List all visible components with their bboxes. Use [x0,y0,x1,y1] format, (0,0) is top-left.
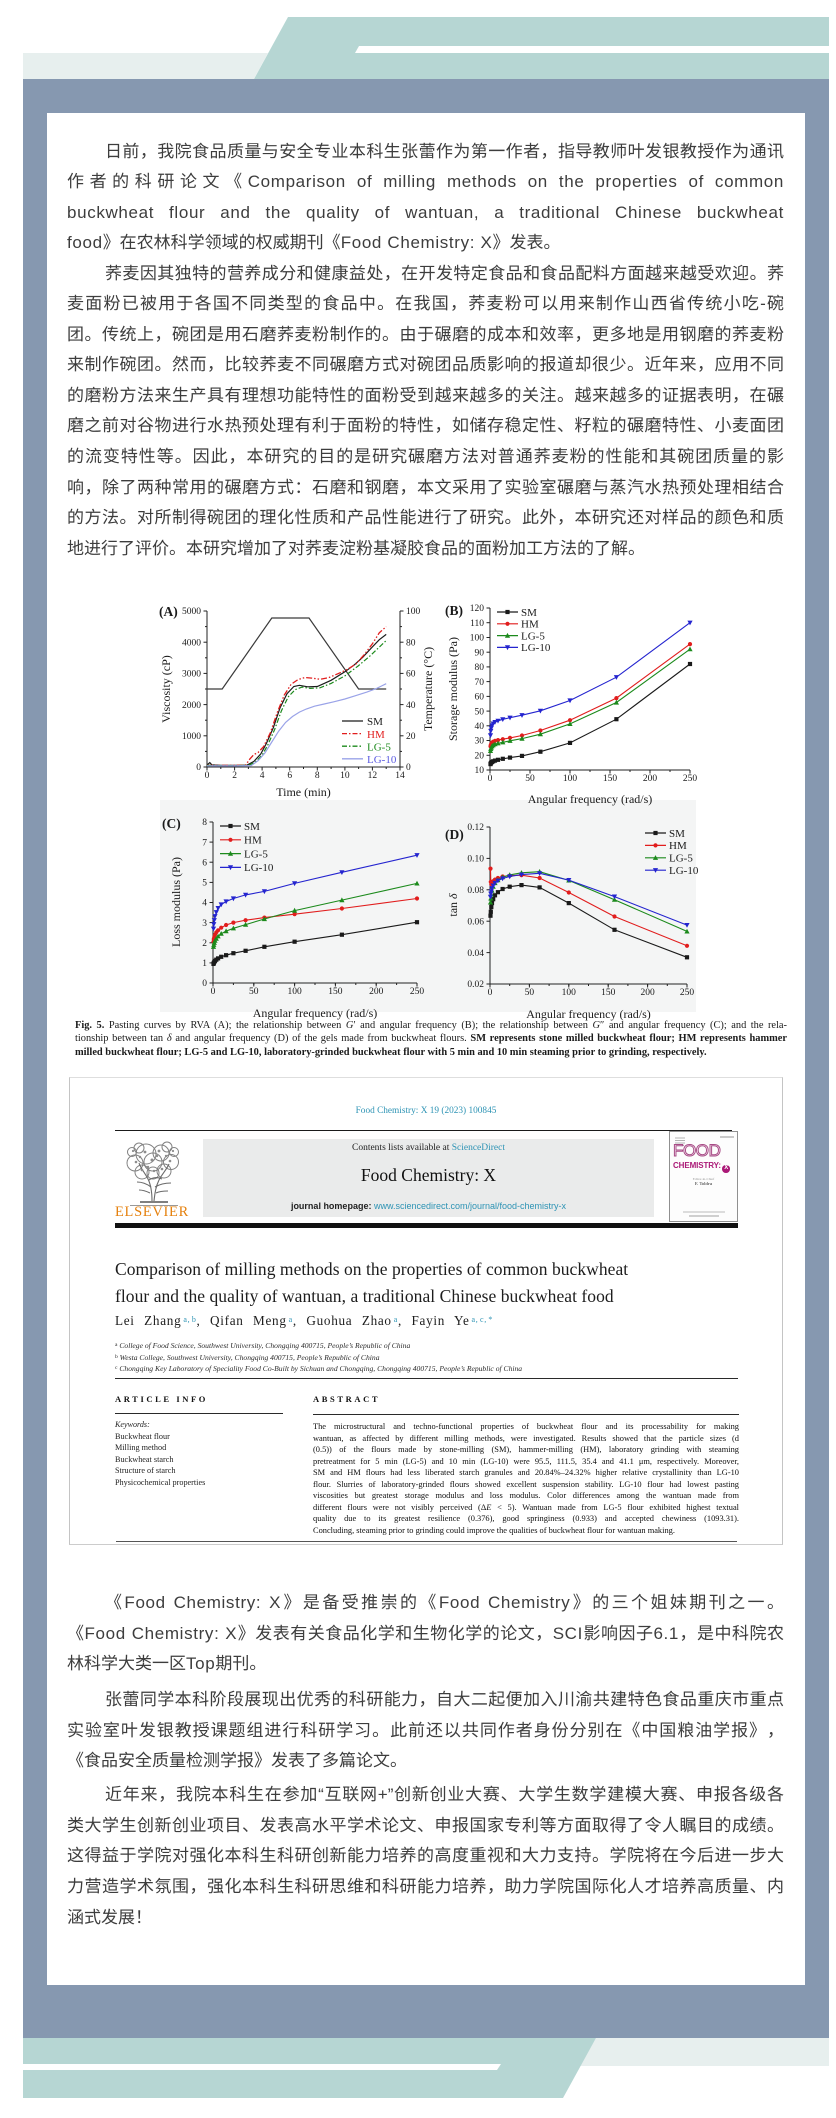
svg-text:LG-5: LG-5 [244,848,268,860]
svg-text:Angular frequency (rad/s): Angular frequency (rad/s) [528,792,653,806]
svg-text:200: 200 [640,988,655,998]
svg-text:0: 0 [211,987,216,997]
svg-text:LG-5: LG-5 [521,630,545,642]
svg-text:0: 0 [488,988,493,998]
svg-text:Temperature (°C): Temperature (°C) [421,647,435,731]
svg-text:(C): (C) [162,816,181,831]
svg-text:Loss modulus (Pa): Loss modulus (Pa) [169,857,183,947]
svg-text:HM: HM [521,619,539,631]
svg-text:Time (min): Time (min) [276,785,331,799]
svg-text:3000: 3000 [182,670,201,680]
svg-text:100: 100 [470,634,485,644]
svg-text:0: 0 [202,979,207,989]
svg-text:150: 150 [603,774,618,784]
svg-text:HM: HM [244,835,262,847]
svg-text:Viscosity (cP): Viscosity (cP) [159,655,173,723]
svg-text:100: 100 [562,988,577,998]
svg-text:7: 7 [202,838,207,848]
svg-text:Storage modulus (Pa): Storage modulus (Pa) [446,637,460,741]
svg-text:20: 20 [406,732,416,742]
svg-text:150: 150 [328,987,343,997]
svg-text:SM: SM [244,821,260,833]
svg-text:100: 100 [563,774,578,784]
svg-text:0.04: 0.04 [467,949,484,959]
svg-text:0: 0 [205,771,210,781]
svg-text:110: 110 [470,619,484,629]
svg-text:(A): (A) [159,604,178,619]
svg-text:HM: HM [669,840,687,852]
svg-text:HM: HM [367,729,385,741]
svg-text:LG-10: LG-10 [521,642,551,654]
svg-text:40: 40 [406,701,416,711]
svg-text:2: 2 [202,939,207,949]
svg-text:Angular frequency (rad/s): Angular frequency (rad/s) [526,1007,651,1021]
svg-text:5: 5 [202,879,207,889]
svg-text:2000: 2000 [182,701,201,711]
svg-text:90: 90 [475,648,485,658]
svg-text:LG-10: LG-10 [244,862,274,874]
svg-text:12: 12 [368,771,378,781]
svg-text:150: 150 [601,988,616,998]
svg-text:80: 80 [475,663,485,673]
svg-text:5000: 5000 [182,607,201,617]
svg-text:100: 100 [287,987,302,997]
svg-text:250: 250 [680,988,695,998]
svg-text:1000: 1000 [182,732,201,742]
svg-text:6: 6 [202,858,207,868]
svg-text:50: 50 [249,987,259,997]
svg-text:LG-10: LG-10 [367,754,397,766]
svg-text:Angular frequency (rad/s): Angular frequency (rad/s) [253,1006,378,1020]
svg-text:6: 6 [287,771,292,781]
svg-text:8: 8 [315,771,320,781]
svg-text:14: 14 [395,771,405,781]
svg-text:0: 0 [488,774,493,784]
svg-text:LG-10: LG-10 [669,865,699,877]
svg-text:60: 60 [406,670,416,680]
svg-text:4: 4 [260,771,265,781]
svg-text:1: 1 [202,959,207,969]
svg-text:200: 200 [369,987,384,997]
svg-text:50: 50 [525,988,535,998]
svg-text:10: 10 [340,771,350,781]
svg-text:250: 250 [410,987,425,997]
svg-text:40: 40 [475,722,485,732]
svg-text:0: 0 [196,763,201,773]
svg-text:(D): (D) [445,827,464,842]
svg-text:3: 3 [202,919,207,929]
svg-text:LG-5: LG-5 [367,741,391,753]
svg-text:100: 100 [406,607,421,617]
svg-text:(B): (B) [445,603,463,618]
svg-text:70: 70 [475,678,485,688]
svg-text:4000: 4000 [182,638,201,648]
svg-text:8: 8 [202,818,207,828]
svg-text:0.10: 0.10 [467,855,484,865]
svg-text:SM: SM [367,716,383,728]
svg-text:0: 0 [406,763,411,773]
svg-text:2: 2 [232,771,237,781]
svg-text:10: 10 [475,766,485,776]
svg-text:50: 50 [525,774,535,784]
svg-text:tan δ: tan δ [446,893,460,917]
svg-text:50: 50 [475,707,485,717]
svg-text:0.08: 0.08 [467,886,484,896]
svg-text:20: 20 [475,752,485,762]
svg-text:60: 60 [475,693,485,703]
svg-text:80: 80 [406,638,416,648]
svg-text:4: 4 [202,899,207,909]
svg-text:200: 200 [643,774,658,784]
svg-text:30: 30 [475,737,485,747]
svg-text:0.06: 0.06 [467,917,484,927]
svg-text:0.12: 0.12 [467,823,484,833]
svg-text:250: 250 [683,774,698,784]
svg-text:120: 120 [470,604,485,614]
svg-text:SM: SM [521,607,537,619]
svg-text:SM: SM [669,828,685,840]
svg-text:0.02: 0.02 [467,980,484,990]
svg-text:LG-5: LG-5 [669,853,693,865]
